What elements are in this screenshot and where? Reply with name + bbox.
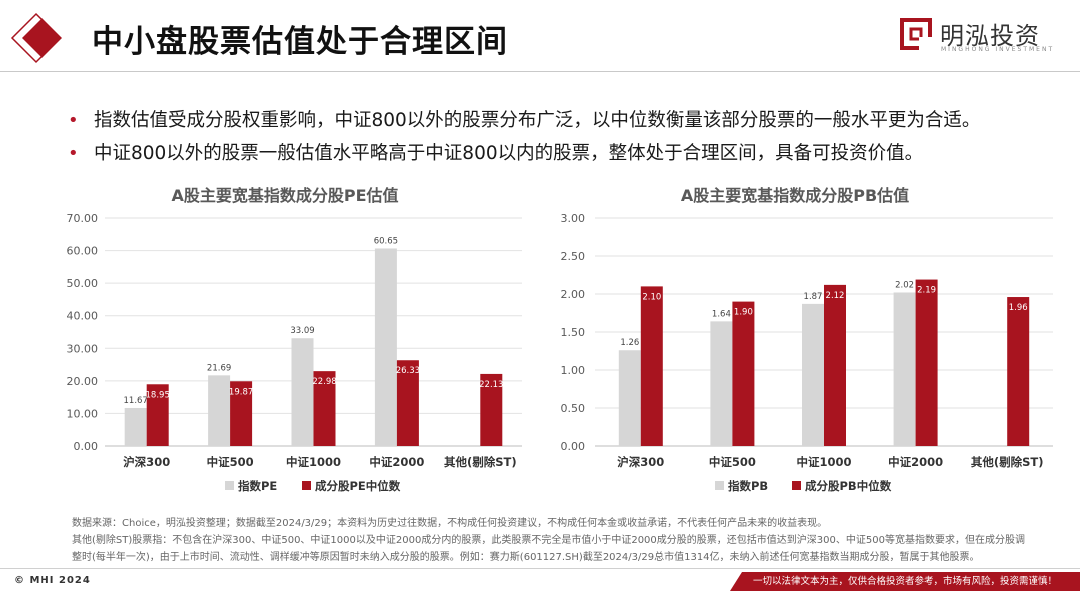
x-tick-label: 其他(剔除ST) — [971, 455, 1044, 469]
bar-index — [208, 375, 231, 446]
y-tick-label: 0.50 — [561, 402, 586, 415]
chart-title: A股主要宽基指数成分股PB估值 — [680, 186, 910, 205]
y-tick-label: 10.00 — [67, 407, 99, 420]
data-label: 1.26 — [620, 338, 639, 348]
x-tick-label: 中证2000 — [888, 455, 943, 469]
data-label: 11.67 — [124, 396, 148, 406]
legend-swatch — [225, 481, 234, 490]
chart-title: A股主要宽基指数成分股PE估值 — [171, 186, 399, 205]
y-tick-label: 2.50 — [561, 250, 586, 263]
data-label: 2.19 — [917, 286, 936, 296]
data-label: 21.69 — [207, 363, 231, 373]
data-label: 60.65 — [374, 236, 398, 246]
bullet-dot-icon: • — [68, 143, 79, 164]
data-label: 1.64 — [712, 309, 731, 319]
bullet-dot-icon: • — [68, 110, 79, 131]
source-notes: 数据来源：Choice，明泓投资整理；数据截至2024/3/29；本资料为历史过… — [72, 515, 1032, 566]
x-tick-label: 中证500 — [207, 455, 254, 469]
y-tick-label: 20.00 — [67, 375, 99, 388]
pe-chart: A股主要宽基指数成分股PE估值 0.00 10.00 20.00 30.00 40.00… — [40, 176, 530, 506]
bullet-list: • 指数估值受成分股权重影响，中证800以外的股票分布广泛，以中位数衡量该部分股… — [66, 104, 1066, 170]
pb-chart-plot: 0.00 0.50 1.00 1.50 2.00 2.50 3.00 1.26 2.10 沪深30… — [561, 212, 1053, 493]
bar-median — [1007, 297, 1030, 446]
bar-median — [640, 286, 663, 446]
bar-median — [313, 371, 336, 446]
bar-median — [230, 381, 253, 446]
data-label: 22.98 — [312, 377, 336, 387]
brand-subtitle: MINGHONG INVESTMENT — [941, 46, 1055, 53]
disclaimer-banner: 一切以法律文本为主，仅供合格投资者参考，市场有风险，投资需谨慎！ — [730, 572, 1080, 591]
pe-chart-plot: 0.00 10.00 20.00 30.00 40.00 50.00 60.00 70.00 1… — [67, 212, 522, 493]
data-label: 1.96 — [1009, 303, 1028, 313]
bar-index — [374, 248, 397, 446]
brand-mark-icon — [900, 18, 932, 50]
page-title: 中小盘股票估值处于合理区间 — [92, 24, 508, 60]
bullet-item: • 指数估值受成分股权重影响，中证800以外的股票分布广泛，以中位数衡量该部分股… — [66, 104, 1066, 137]
x-tick-label: 中证1000 — [796, 455, 851, 469]
data-label: 2.12 — [826, 291, 845, 301]
bar-index — [893, 292, 916, 446]
legend-swatch — [302, 481, 311, 490]
bar-index — [710, 321, 733, 446]
bar-index — [802, 303, 824, 446]
data-label: 22.13 — [479, 380, 503, 390]
note-definition: 其他(剔除ST)股票指：不包含在沪深300、中证500、中证1000以及中证20… — [72, 535, 1025, 563]
y-tick-label: 3.00 — [561, 212, 586, 225]
y-tick-label: 50.00 — [67, 277, 99, 290]
header-divider — [0, 71, 1080, 72]
x-tick-label: 沪深300 — [123, 455, 170, 469]
brand-name: 明泓投资 — [940, 22, 1040, 50]
x-tick-label: 中证2000 — [369, 455, 424, 469]
bar-median — [732, 301, 755, 446]
legend-swatch — [715, 481, 724, 490]
footer-divider — [0, 568, 1080, 569]
x-tick-label: 其他(剔除ST) — [444, 455, 517, 469]
bar-index — [291, 338, 314, 446]
x-tick-label: 中证500 — [709, 455, 756, 469]
data-label: 18.95 — [146, 390, 170, 400]
bar-median — [480, 373, 503, 446]
pb-chart: A股主要宽基指数成分股PB估值 0.00 0.50 1.00 1.50 2.00 2.50… — [535, 176, 1055, 506]
bar-median — [915, 279, 938, 446]
copyright: © MHI 2024 — [14, 575, 91, 586]
note-source: 数据来源：Choice，明泓投资整理；数据截至2024/3/29；本资料为历史过… — [72, 518, 828, 529]
y-tick-label: 1.50 — [561, 326, 586, 339]
data-label: 2.02 — [895, 280, 914, 290]
brand-logo: 明泓投资 MINGHONG INVESTMENT — [900, 16, 1070, 56]
y-tick-label: 40.00 — [67, 310, 99, 323]
x-tick-label: 中证1000 — [286, 455, 341, 469]
data-label: 19.87 — [229, 387, 253, 397]
y-tick-label: 30.00 — [67, 342, 99, 355]
logo-diamond-icon — [10, 12, 62, 64]
legend-entry: 成分股PB中位数 — [805, 479, 892, 493]
data-label: 26.33 — [396, 366, 420, 376]
legend-entry: 指数PB — [728, 479, 768, 493]
bar-index — [618, 350, 641, 446]
y-tick-label: 60.00 — [67, 245, 99, 258]
bar-median — [824, 284, 846, 446]
y-tick-label: 0.00 — [561, 440, 586, 453]
data-label: 1.90 — [734, 308, 753, 318]
legend-entry: 成分股PE中位数 — [315, 479, 401, 493]
legend-swatch — [792, 481, 801, 490]
x-tick-label: 沪深300 — [617, 455, 664, 469]
bullet-text: 指数估值受成分股权重影响，中证800以外的股票分布广泛，以中位数衡量该部分股票的… — [94, 110, 981, 131]
y-tick-label: 1.00 — [561, 364, 586, 377]
bullet-item: • 中证800以外的股票一般估值水平略高于中证800以内的股票，整体处于合理区间… — [66, 137, 1066, 170]
y-tick-label: 2.00 — [561, 288, 586, 301]
bullet-text: 中证800以外的股票一般估值水平略高于中证800以内的股票，整体处于合理区间，具… — [94, 143, 924, 164]
y-tick-label: 70.00 — [67, 212, 99, 225]
legend-entry: 指数PE — [238, 479, 277, 493]
bar-median — [146, 384, 169, 446]
data-label: 33.09 — [290, 326, 314, 336]
data-label: 1.87 — [804, 292, 823, 302]
bar-index — [124, 407, 147, 446]
data-label: 2.10 — [642, 292, 661, 302]
y-tick-label: 0.00 — [74, 440, 99, 453]
bar-median — [396, 360, 419, 446]
